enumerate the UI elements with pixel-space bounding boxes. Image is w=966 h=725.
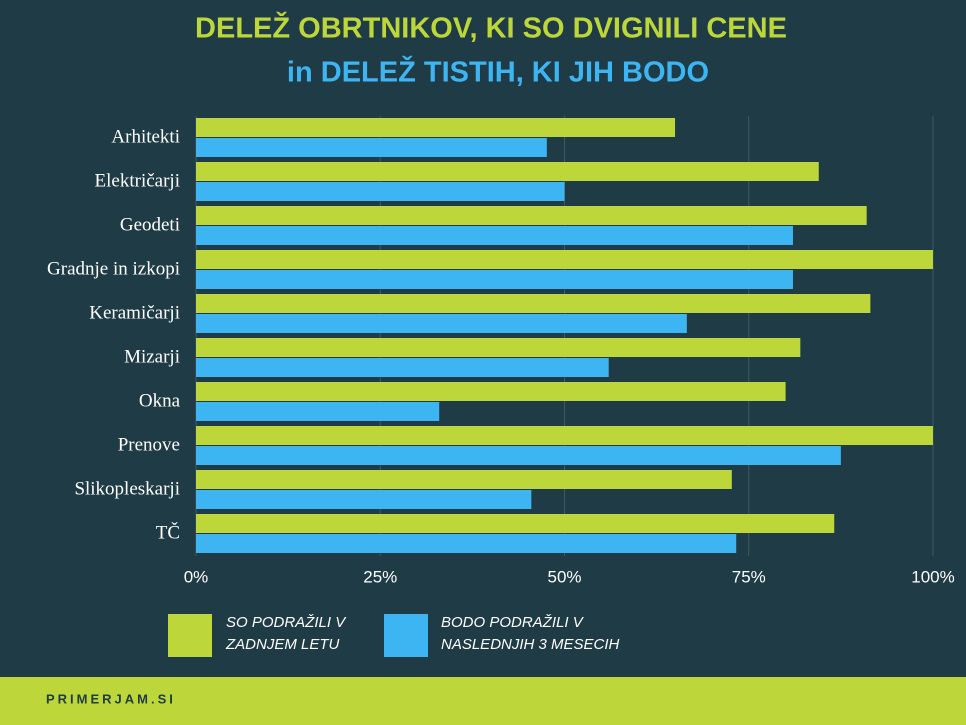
x-tick-label: 50% [547,567,581,586]
bar [196,182,565,201]
y-tick-label: Prenove [118,434,180,455]
bar [196,314,687,333]
y-tick-label: Okna [139,390,181,411]
bar [196,138,547,157]
legend-swatch [168,614,212,657]
x-tick-label: 25% [363,567,397,586]
bar [196,206,867,225]
y-tick-label: Keramičarji [89,302,180,323]
footer-band [0,677,966,725]
bar [196,118,676,137]
x-tick-label: 75% [732,567,766,586]
y-tick-label: Električarji [95,170,180,191]
chart-title: DELEŽ OBRTNIKOV, KI SO DVIGNILI CENE [195,11,787,45]
legend-swatch [384,614,428,657]
bar [196,446,841,465]
bar [196,270,793,289]
bar [196,358,609,377]
bar [196,338,801,357]
bar [196,490,532,509]
bar [196,470,732,489]
y-tick-label: Geodeti [120,214,180,235]
bar [196,426,933,445]
footer-text: PRIMERJAM.SI [46,691,176,706]
x-tick-label: 100% [911,567,954,586]
bar [196,250,933,269]
legend-label: BODO PODRAŽILI V NASLEDNJIH 3 MESECIH [441,614,620,653]
bar [196,514,835,533]
y-tick-label: Slikopleskarji [74,478,180,499]
y-tick-label: Arhitekti [111,126,180,147]
y-tick-label: TČ [156,521,180,543]
bar [196,162,819,181]
bar [196,226,793,245]
legend-label: SO PODRAŽILI V ZADNJEM LETU [226,614,346,653]
bar [196,402,440,421]
bar [196,534,737,553]
bar [196,382,786,401]
y-tick-label: Gradnje in izkopi [47,258,180,279]
x-tick-label: 0% [184,567,209,586]
bar [196,294,871,313]
chart-subtitle: in DELEŽ TISTIH, KI JIH BODO [287,55,709,89]
y-tick-label: Mizarji [124,346,180,367]
